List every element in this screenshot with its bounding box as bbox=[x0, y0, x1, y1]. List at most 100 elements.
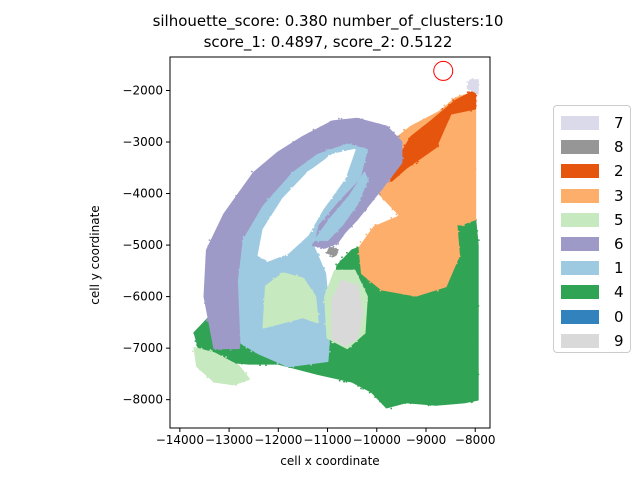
cluster-8-point bbox=[328, 252, 331, 255]
x-tick-label: −12000 bbox=[254, 433, 302, 447]
cluster-5-point bbox=[208, 352, 211, 354]
cluster-5-point bbox=[244, 376, 247, 379]
cluster-6-point bbox=[205, 284, 208, 287]
cluster-6-inner-point bbox=[372, 163, 375, 166]
cluster-1-point bbox=[314, 155, 317, 158]
cluster-7-point bbox=[468, 81, 470, 84]
cluster-6-point bbox=[238, 336, 241, 339]
cluster-6-inner-point bbox=[363, 199, 366, 202]
highlight-circle-marker bbox=[433, 60, 454, 81]
cluster-6-inner-point bbox=[371, 158, 374, 160]
cluster-5-a-point bbox=[272, 277, 275, 280]
cluster-6-point bbox=[284, 147, 286, 150]
cluster-hole-point bbox=[302, 179, 305, 182]
cluster-1-point bbox=[314, 226, 317, 229]
cluster-6-point bbox=[235, 195, 237, 197]
cluster-7-point bbox=[471, 78, 474, 80]
cluster-0-border-point bbox=[368, 236, 371, 239]
cluster-7-point bbox=[477, 83, 480, 86]
cluster-4-point bbox=[475, 238, 477, 241]
cluster-1-inner-point bbox=[367, 177, 369, 180]
cluster-3-point bbox=[443, 104, 446, 107]
cluster-4-point bbox=[413, 401, 416, 404]
cluster-5-point bbox=[232, 362, 235, 364]
cluster-4-point bbox=[409, 402, 412, 405]
cluster-9-point bbox=[347, 342, 350, 344]
cluster-0-border-point bbox=[432, 289, 435, 292]
cluster-6-point bbox=[361, 118, 364, 121]
cluster-5-a-point bbox=[313, 303, 316, 305]
legend-label: 2 bbox=[614, 162, 624, 181]
legend-swatch bbox=[561, 188, 599, 203]
cluster-3-point bbox=[451, 97, 454, 100]
cluster-hole-point bbox=[323, 160, 325, 163]
cluster-8-point bbox=[335, 253, 338, 256]
cluster-5-b-point bbox=[363, 319, 366, 322]
cluster-1-point bbox=[330, 205, 332, 208]
cluster-6-point bbox=[388, 126, 391, 128]
cluster-6-inner-point bbox=[371, 171, 374, 174]
cluster-1-point bbox=[363, 157, 365, 160]
cluster-6-point bbox=[372, 198, 375, 201]
cluster-1-point bbox=[323, 218, 326, 221]
legend-label: 9 bbox=[614, 331, 624, 350]
y-axis-label: cell y coordinate bbox=[88, 205, 102, 305]
cluster-1-point bbox=[238, 301, 241, 303]
cluster-1-inner-point bbox=[357, 197, 360, 200]
cluster-2-point bbox=[403, 144, 406, 147]
cluster-1-point bbox=[292, 365, 295, 368]
cluster-hole-point bbox=[272, 256, 275, 259]
cluster-hole-point bbox=[318, 215, 321, 218]
cluster-hole-point bbox=[299, 241, 302, 244]
cluster-2-point bbox=[474, 106, 476, 109]
cluster-hole-point bbox=[263, 257, 265, 260]
cluster-6-point bbox=[312, 128, 315, 131]
cluster-hole-point bbox=[350, 157, 353, 160]
y-tick-label: −8000 bbox=[122, 393, 163, 407]
cluster-6-inner-point bbox=[335, 243, 338, 246]
cluster-1-point bbox=[328, 148, 330, 151]
cluster-6-point bbox=[211, 241, 214, 244]
cluster-0-border-point bbox=[458, 255, 461, 258]
cluster-8-point bbox=[331, 252, 334, 255]
cluster-5-point bbox=[211, 377, 213, 380]
cluster-hole-point bbox=[349, 159, 352, 162]
cluster-2-point bbox=[440, 133, 443, 136]
legend-label: 4 bbox=[614, 283, 624, 302]
cluster-9-point bbox=[356, 283, 359, 286]
cluster-4-point bbox=[471, 221, 474, 224]
cluster-1-point bbox=[253, 224, 256, 227]
cluster-5-point bbox=[245, 372, 248, 374]
cluster-0-border-point bbox=[440, 285, 443, 288]
cluster-6-point bbox=[278, 150, 281, 153]
cluster-1-point bbox=[242, 254, 245, 257]
cluster-5-point bbox=[196, 364, 199, 366]
cluster-5-b-point bbox=[356, 279, 359, 282]
cluster-4-point bbox=[196, 345, 199, 348]
cluster-6-inner-point bbox=[331, 242, 333, 245]
cluster-hole-point bbox=[262, 228, 265, 231]
cluster-3-point bbox=[414, 123, 417, 126]
cluster-1-inner-point bbox=[365, 185, 367, 188]
cluster-4-point bbox=[343, 380, 345, 383]
cluster-9-point bbox=[330, 327, 333, 330]
cluster-6-inner-point bbox=[354, 213, 356, 216]
cluster-5-a-point bbox=[268, 284, 271, 287]
cluster-0-border-point bbox=[411, 294, 414, 297]
cluster-5-b-point bbox=[326, 317, 328, 320]
cluster-5-point bbox=[212, 380, 215, 383]
cluster-0-border-point bbox=[442, 284, 445, 287]
cluster-1-inner-point bbox=[343, 203, 346, 206]
cluster-regions bbox=[191, 78, 480, 410]
axes-frame bbox=[169, 56, 491, 429]
cluster-1-point bbox=[319, 261, 322, 264]
cluster-1-inner-point bbox=[367, 180, 370, 183]
cluster-7-point bbox=[471, 89, 474, 92]
cluster-0-border-point bbox=[375, 227, 378, 229]
cluster-1-point bbox=[290, 171, 293, 174]
cluster-4-point bbox=[446, 402, 448, 405]
cluster-0-border-point bbox=[365, 276, 368, 279]
cluster-1-point bbox=[238, 275, 241, 277]
x-tick-label: −14000 bbox=[156, 433, 204, 447]
cluster-4-point bbox=[464, 399, 467, 402]
